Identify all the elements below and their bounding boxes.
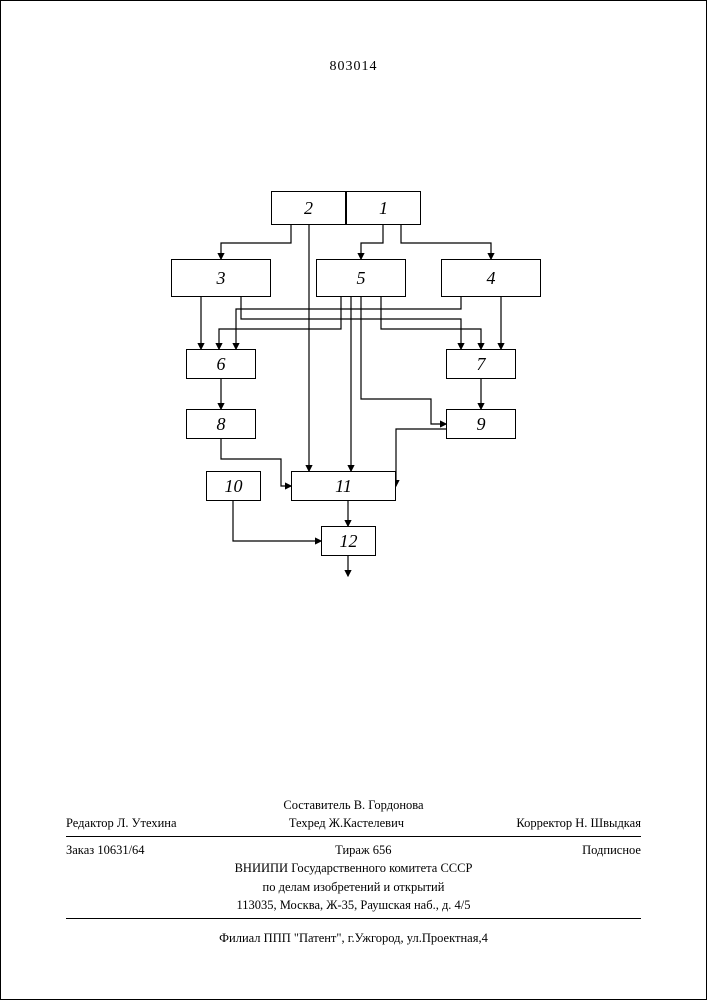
tirazh-cell: Тираж 656	[335, 841, 391, 859]
node-n10: 10	[206, 471, 261, 501]
tirazh-value: 656	[373, 843, 392, 857]
edge-n5_bottom-n6_top3	[219, 297, 341, 349]
node-n2: 2	[271, 191, 346, 225]
node-n5: 5	[316, 259, 406, 297]
editor-label: Редактор	[66, 816, 114, 830]
order-cell: Заказ 10631/64	[66, 841, 145, 859]
org-line2: по делам изобретений и открытий	[66, 878, 641, 896]
corrector-name: Н. Швыдкая	[575, 816, 641, 830]
branch-line: Филиал ППП "Патент", г.Ужгород, ул.Проек…	[66, 929, 641, 947]
techred-name: Ж.Кастелевич	[329, 816, 404, 830]
credits-row: Редактор Л. Утехина Техред Ж.Кастелевич …	[66, 814, 641, 832]
edge-n5_bottom2-n7_top3	[381, 297, 481, 349]
edge-n1_bottom-n5_top	[361, 225, 383, 259]
print-row: Заказ 10631/64 Тираж 656 Подписное	[66, 841, 641, 859]
edge-n9_left-n11_right	[396, 429, 446, 486]
footer-block: Составитель В. Гордонова Редактор Л. Уте…	[66, 796, 641, 947]
editor-name: Л. Утехина	[117, 816, 177, 830]
edge-n5_bottom3-n9_left	[361, 297, 446, 424]
node-n9: 9	[446, 409, 516, 439]
node-n11: 11	[291, 471, 396, 501]
corrector-cell: Корректор Н. Швыдкая	[516, 814, 641, 832]
compiler-line: Составитель В. Гордонова	[66, 796, 641, 814]
techred-label: Техред	[289, 816, 326, 830]
org-line1: ВНИИПИ Государственного комитета СССР	[66, 859, 641, 877]
node-n4: 4	[441, 259, 541, 297]
order-label: Заказ	[66, 843, 94, 857]
node-n8: 8	[186, 409, 256, 439]
node-n6: 6	[186, 349, 256, 379]
node-n3: 3	[171, 259, 271, 297]
corrector-label: Корректор	[516, 816, 572, 830]
node-n1: 1	[346, 191, 421, 225]
page: 803014 123456789101112 Составитель В. Го…	[0, 0, 707, 1000]
node-n7: 7	[446, 349, 516, 379]
document-number: 803014	[1, 59, 706, 75]
techred-cell: Техред Ж.Кастелевич	[289, 814, 404, 832]
address-line: 113035, Москва, Ж-35, Раушская наб., д. …	[66, 896, 641, 914]
edge-n4_left-n6_top2	[236, 297, 461, 349]
subscription-cell: Подписное	[582, 841, 641, 859]
block-diagram: 123456789101112	[141, 191, 571, 591]
separator-bottom	[66, 918, 641, 919]
order-number: 10631/64	[97, 843, 144, 857]
separator-top	[66, 836, 641, 837]
node-n12: 12	[321, 526, 376, 556]
compiler-name: В. Гордонова	[354, 798, 424, 812]
compiler-label: Составитель	[283, 798, 350, 812]
edge-n10_bottom-n12_left	[233, 501, 321, 541]
editor-cell: Редактор Л. Утехина	[66, 814, 177, 832]
edge-n2_bottom-n3_top	[221, 225, 291, 259]
tirazh-label: Тираж	[335, 843, 369, 857]
edge-n1_right-n4_top	[401, 225, 491, 259]
